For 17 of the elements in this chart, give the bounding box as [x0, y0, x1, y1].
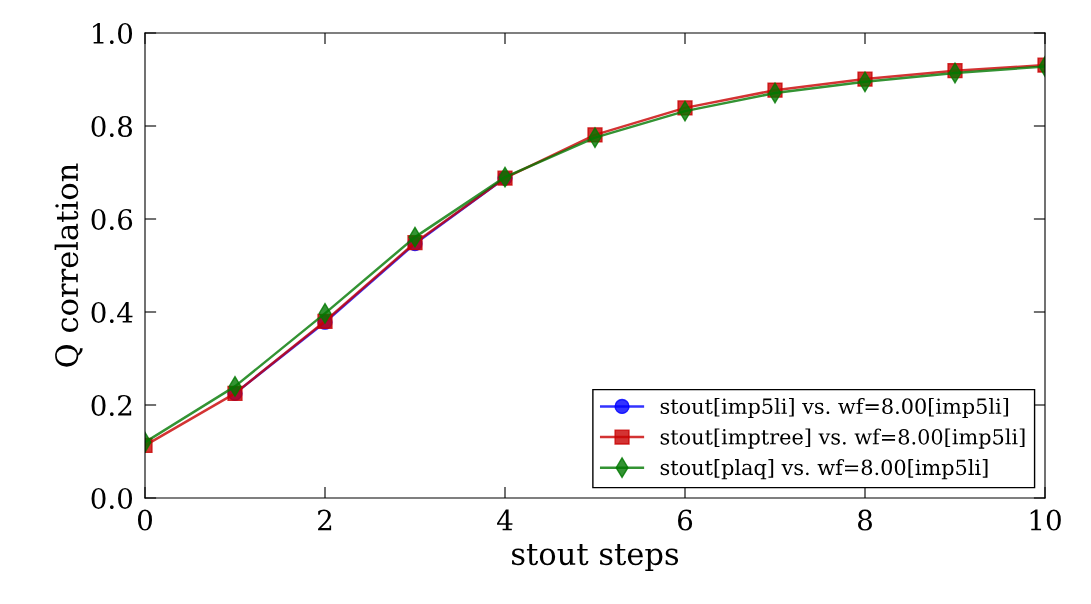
y-tick-label: 1.0: [93, 22, 133, 44]
legend-label: stout[imptree] vs. wf=8.00[imp5li]: [660, 428, 1025, 449]
legend-label: stout[imp5li] vs. wf=8.00[imp5li]: [660, 397, 1009, 419]
x-tick-label: 8: [858, 509, 872, 531]
x-tick-label: 0: [137, 509, 152, 531]
x-tick-label: 2: [318, 509, 332, 531]
x-tick-label: 10: [1030, 509, 1061, 531]
y-tick-label: 0.4: [91, 301, 133, 323]
x-tick-label: 6: [678, 509, 693, 531]
y-axis-title: Q correlation: [54, 163, 83, 367]
x-axis-title: stout steps: [512, 543, 679, 572]
y-tick-label: 0.2: [91, 394, 132, 416]
legend-label: stout[plaq] vs. wf=8.00[imp5li]: [660, 459, 988, 480]
x-tick-label: 4: [497, 509, 513, 531]
y-tick-label: 0.0: [91, 487, 133, 509]
y-tick-label: 0.8: [91, 115, 133, 137]
y-tick-label: 0.6: [91, 208, 133, 230]
